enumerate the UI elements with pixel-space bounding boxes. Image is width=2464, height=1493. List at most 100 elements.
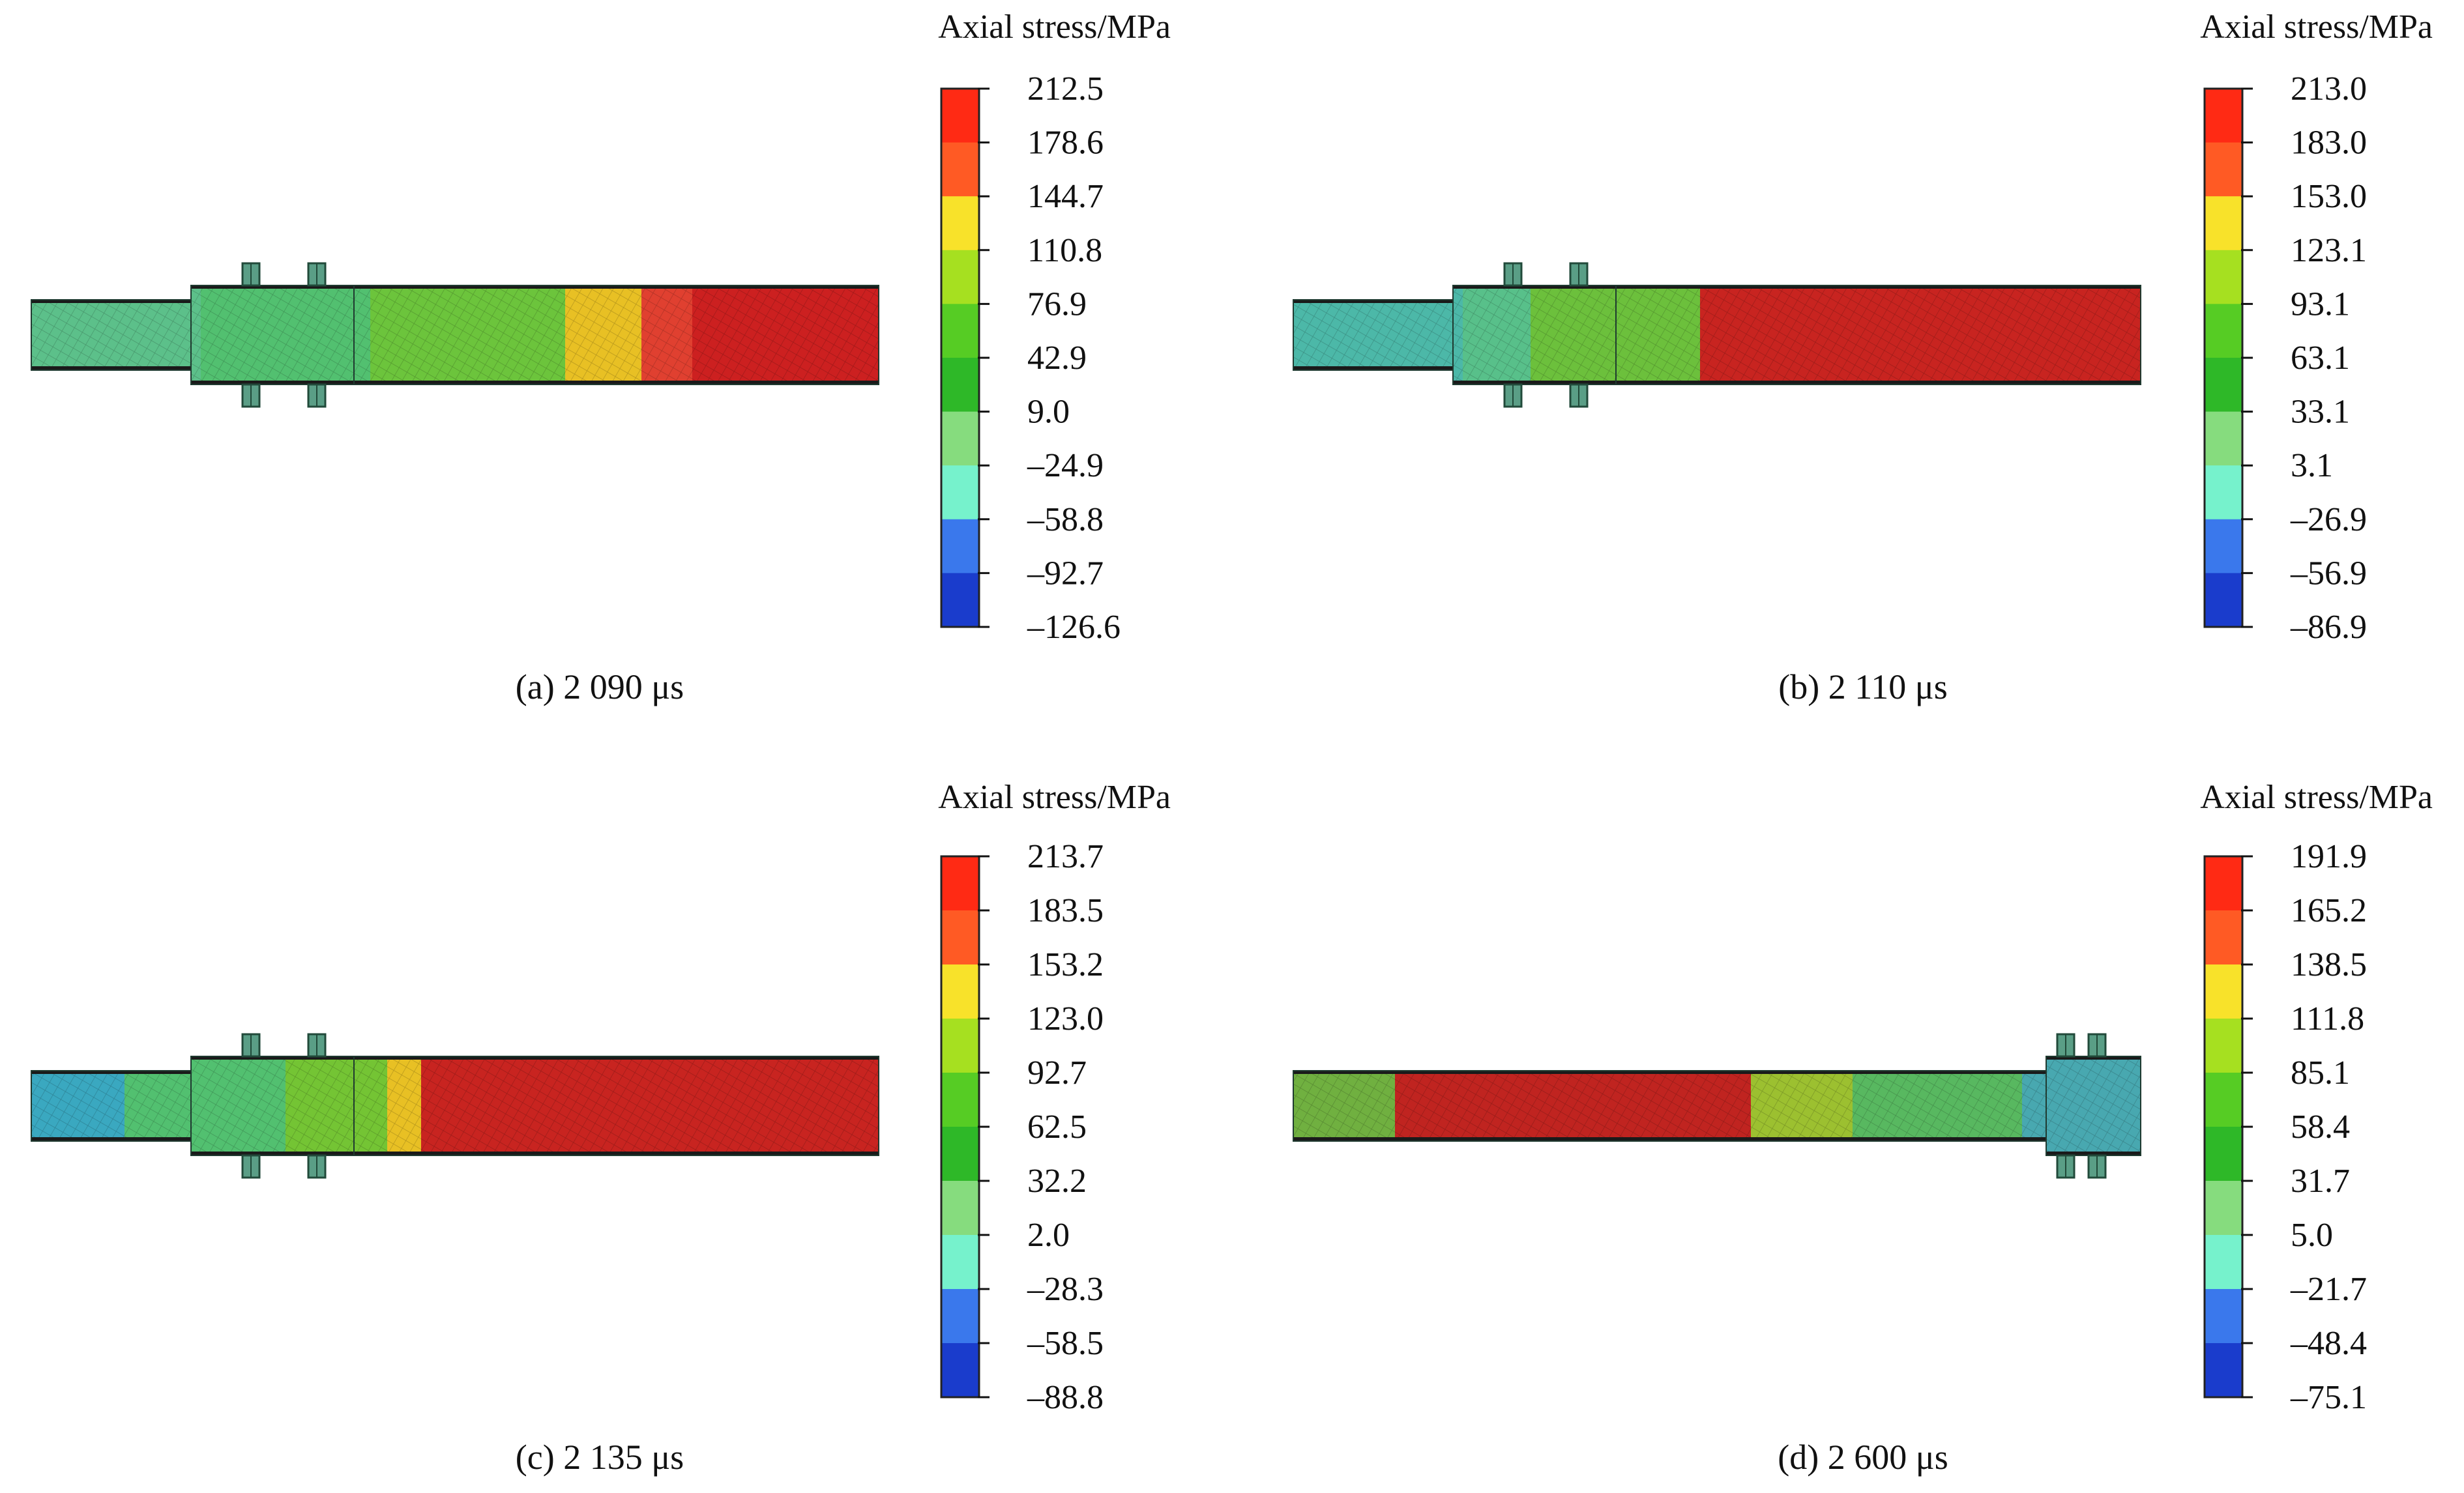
- colorbar-tick-label: 58.4: [2291, 1109, 2350, 1146]
- colorbar-tick-label: 92.7: [1027, 1054, 1087, 1092]
- pipe-edge-bottom: [354, 381, 879, 384]
- colorbar-segment: [2205, 964, 2242, 1019]
- colorbar-segment: [941, 411, 979, 466]
- colorbar-segment: [941, 856, 979, 911]
- panel-c: Axial stress/MPa 213.7 183.5 153.2 123.0 92.…: [31, 779, 1171, 1477]
- colorbar: 213.7 183.5 153.2 123.0 92.7 62.5 32.2 2.0 –28.3…: [940, 838, 1104, 1416]
- pipe-edge-bottom: [1453, 381, 1616, 384]
- colorbar-segment: [941, 1127, 979, 1181]
- colorbar-segment: [941, 465, 979, 520]
- colorbar-segment: [941, 1181, 979, 1236]
- mesh-overlay: [1293, 285, 2141, 384]
- colorbar-segment: [2205, 1343, 2242, 1398]
- pipe-outline: [353, 285, 879, 385]
- colorbar-tick-label: –24.9: [1027, 447, 1104, 484]
- colorbar-tick-label: 85.1: [2291, 1054, 2350, 1092]
- pipe-edge-bottom: [1293, 366, 1453, 370]
- pipe-edge-top: [191, 1056, 354, 1060]
- colorbar-tick-label: –86.9: [2290, 609, 2367, 646]
- pipe-edge-top: [31, 1071, 191, 1074]
- colorbar-tick-label: –56.9: [2290, 555, 2367, 592]
- colorbar-segment: [941, 1073, 979, 1127]
- colorbar-segment: [2205, 465, 2242, 520]
- colorbar-segment: [2205, 1289, 2242, 1344]
- colorbar-tick-label: –58.5: [1027, 1325, 1104, 1362]
- colorbar-segment: [941, 1235, 979, 1290]
- colorbar-segment: [2205, 1235, 2242, 1290]
- pipe-edge-bottom: [31, 1137, 191, 1141]
- colorbar-tick-label: 138.5: [2291, 946, 2367, 983]
- pipe-stress-field: [31, 1033, 879, 1179]
- pipe-edge-bottom: [354, 1152, 879, 1155]
- pipe-body: [1293, 285, 2141, 384]
- pipe-edge-top: [1293, 300, 1453, 303]
- colorbar-tick-label: –28.3: [1027, 1271, 1104, 1308]
- pipe-body: [1293, 1056, 2141, 1155]
- colorbar-segment: [2205, 856, 2242, 911]
- panel-a: Axial stress/MPa 212.5 178.6 144.7 110.8 76.…: [31, 8, 1171, 706]
- colorbar-tick-label: 111.8: [2291, 1000, 2364, 1037]
- caption: (c) 2 135 μs: [516, 1438, 684, 1477]
- colorbar-tick-label: 2.0: [1027, 1217, 1070, 1254]
- colorbar-segment: [2205, 142, 2242, 197]
- caption: (a) 2 090 μs: [516, 667, 684, 706]
- pipe-edge-bottom: [1293, 1137, 2046, 1141]
- colorbar-title: Axial stress/MPa: [938, 779, 1171, 816]
- colorbar-title: Axial stress/MPa: [2200, 8, 2433, 46]
- colorbar-tick-label: –58.8: [1027, 501, 1104, 538]
- colorbar-tick-label: 63.1: [2291, 340, 2350, 377]
- colorbar-tick-label: 178.6: [1027, 124, 1104, 162]
- colorbar-title: Axial stress/MPa: [938, 8, 1171, 46]
- pipe-body: [31, 285, 879, 384]
- pipe-edge-top: [31, 300, 191, 303]
- colorbar-tick-label: 110.8: [1027, 232, 1102, 269]
- colorbar-segment: [941, 142, 979, 197]
- colorbar-tick-label: 123.1: [2291, 232, 2367, 269]
- pipe-edge-top: [354, 1056, 879, 1060]
- colorbar-tick-label: 183.5: [1027, 892, 1104, 929]
- colorbar-tick-label: –92.7: [1027, 555, 1104, 592]
- caption: (b) 2 110 μs: [1778, 667, 1947, 706]
- colorbar-segment: [941, 1019, 979, 1073]
- colorbar-segment: [941, 250, 979, 304]
- colorbar-tick-label: 93.1: [2291, 285, 2350, 323]
- colorbar-title: Axial stress/MPa: [2200, 779, 2433, 816]
- pipe-edge-top: [354, 285, 879, 289]
- colorbar-segment: [2205, 1181, 2242, 1236]
- colorbar-tick-label: –21.7: [2290, 1271, 2367, 1308]
- colorbar-segment: [941, 964, 979, 1019]
- colorbar-segment: [2205, 89, 2242, 143]
- colorbar-segment: [2205, 573, 2242, 628]
- colorbar-tick-label: 5.0: [2291, 1217, 2333, 1254]
- pipe-edge-top: [2046, 1056, 2141, 1060]
- pipe-edge-top: [1453, 285, 1616, 289]
- colorbar-tick-label: 212.5: [1027, 70, 1104, 108]
- colorbar-tick-label: 213.7: [1027, 838, 1104, 875]
- colorbar-tick-label: 183.0: [2291, 124, 2367, 162]
- mesh-overlay: [31, 1056, 879, 1155]
- colorbar-segment: [2205, 1073, 2242, 1127]
- colorbar-segment: [941, 89, 979, 143]
- pipe-stress-field: [1293, 1033, 2141, 1179]
- colorbar-segment: [941, 573, 979, 628]
- colorbar-tick-label: –48.4: [2290, 1325, 2367, 1362]
- colorbar-segment: [941, 910, 979, 965]
- pipe-outline: [1615, 285, 2141, 385]
- colorbar-segment: [2205, 910, 2242, 965]
- mesh-overlay: [1293, 1056, 2141, 1155]
- colorbar: 213.0 183.0 153.0 123.1 93.1 63.1 33.1 3.1 –26.9…: [2203, 70, 2367, 646]
- colorbar-tick-label: –26.9: [2290, 501, 2367, 538]
- caption: (d) 2 600 μs: [1778, 1438, 1948, 1477]
- pipe-body: [31, 1056, 879, 1155]
- colorbar-tick-label: 153.2: [1027, 946, 1104, 983]
- colorbar-tick-label: 42.9: [1027, 340, 1087, 377]
- pipe-outline: [353, 1056, 879, 1156]
- colorbar-tick-label: –75.1: [2290, 1379, 2367, 1416]
- pipe-edge-top: [1293, 1071, 2046, 1074]
- colorbar: 212.5 178.6 144.7 110.8 76.9 42.9 9.0 –24.9 –58.…: [940, 70, 1121, 646]
- colorbar-segment: [2205, 358, 2242, 413]
- mesh-overlay: [31, 285, 879, 384]
- colorbar-segment: [2205, 250, 2242, 304]
- colorbar-tick-label: 144.7: [1027, 178, 1104, 215]
- panel-b: Axial stress/MPa 213.0 183.0 153.0 123.1 93.…: [1293, 8, 2433, 706]
